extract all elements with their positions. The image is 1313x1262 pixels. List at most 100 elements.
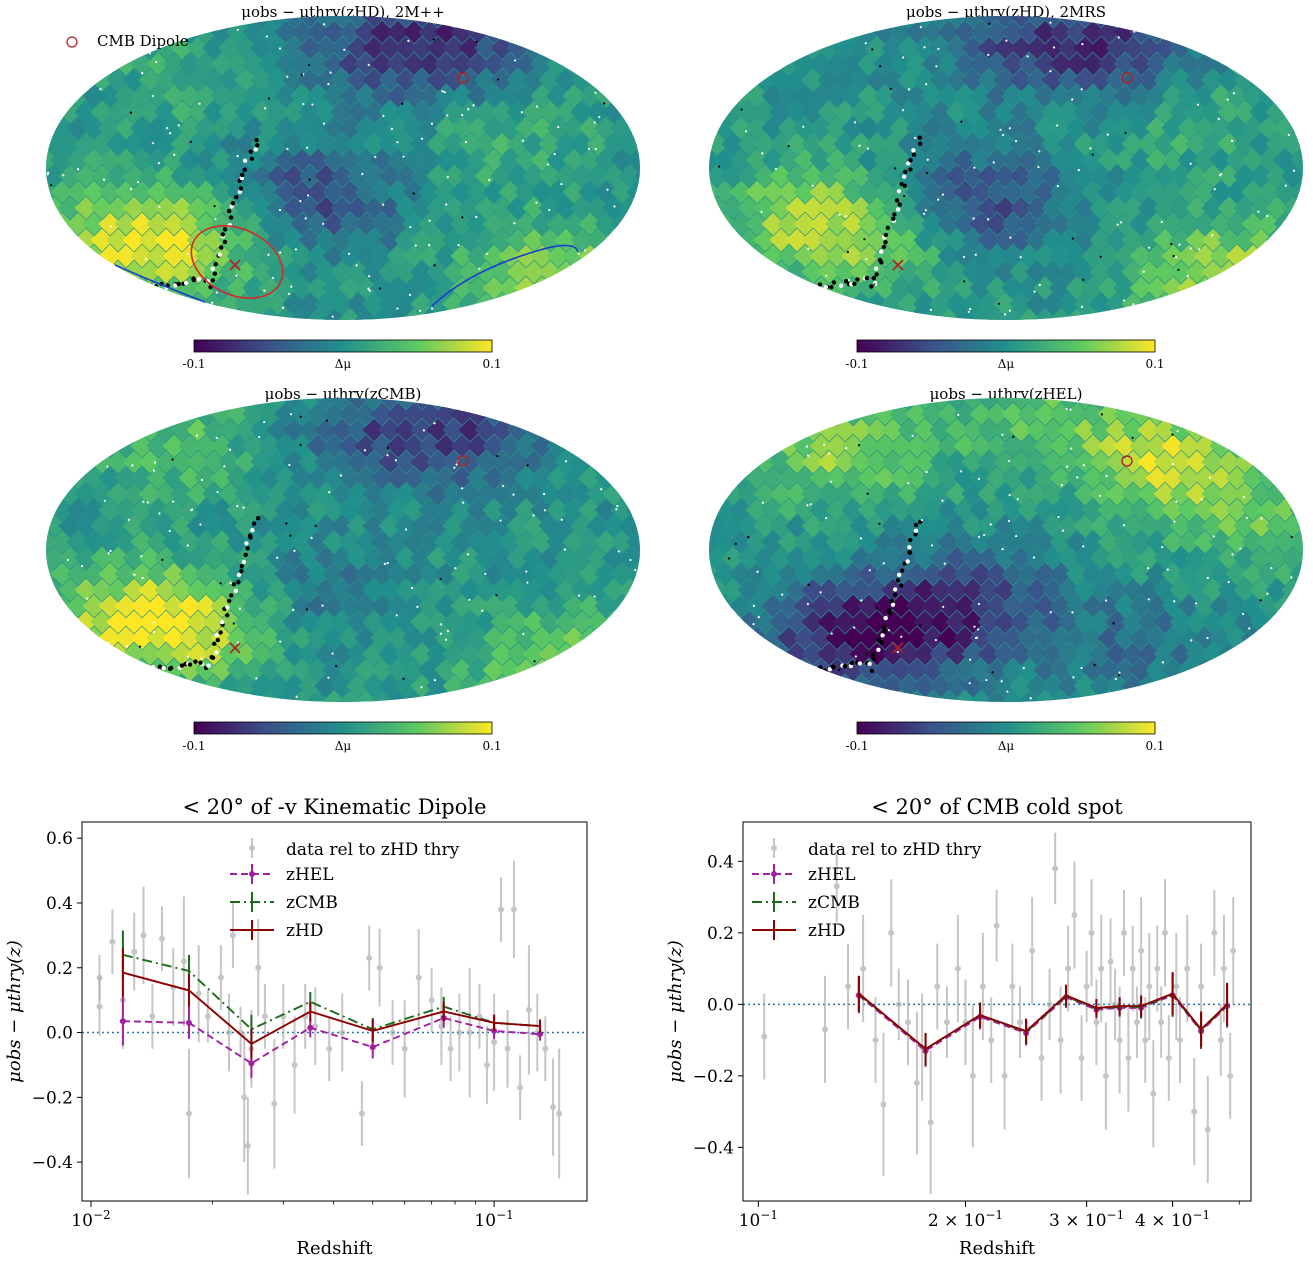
kinematic-dipole-x-marker — [892, 642, 904, 654]
data-point — [1227, 1032, 1234, 1119]
data-point — [229, 902, 236, 968]
sky-map-panel: μobs − μthry(zCMB) -0.1 0.1 Δμ — [46, 385, 640, 753]
y-axis-label: μobs − μthry(z) — [665, 940, 686, 1083]
blue-contour — [114, 264, 206, 303]
data-point — [149, 983, 156, 1049]
y-tick-label: −0.2 — [693, 1067, 734, 1087]
x-tick-label: 10−2 — [71, 1208, 110, 1231]
data-point — [1173, 932, 1180, 1041]
data-point — [428, 967, 435, 1033]
data-point — [401, 1000, 408, 1098]
data-point — [1142, 997, 1149, 1084]
cmb-dipole-marker — [457, 72, 469, 84]
legend-zhd-label: zHD — [808, 921, 845, 941]
data-point — [1138, 897, 1145, 1005]
data-point — [1204, 1075, 1211, 1184]
x-axis-label: Redshift — [959, 1238, 1036, 1259]
sky-map-panel: μobs − μthry(zHD), 2M++ CMB Dipole -0.1 0.1… — [46, 3, 640, 371]
data-point — [244, 1097, 251, 1195]
data-point — [1121, 889, 1128, 976]
data-point — [1088, 879, 1095, 987]
sky-map-panel: μobs − μthry(zHEL) -0.1 0.1 Δμ — [709, 385, 1303, 753]
legend-zcmb-label: zCMB — [808, 893, 860, 913]
series-point — [119, 996, 126, 1046]
sky-map-title: μobs − μthry(zCMB) — [265, 385, 422, 403]
chart-panel: 0.4 0.2 0.0 −0.2 −0.4 10−1 2 × 10−1 3 × 10−1 4 ×… — [665, 795, 1252, 1259]
colorbar-max-label: 0.1 — [482, 739, 501, 753]
data-point — [1191, 1057, 1198, 1166]
data-point — [542, 1016, 549, 1082]
data-point — [1078, 1015, 1085, 1101]
data-point — [415, 928, 422, 1027]
sky-map-title: μobs − μthry(zHD), 2M++ — [241, 3, 445, 21]
colorbar-max-label: 0.1 — [1145, 357, 1164, 371]
data-point — [1217, 1004, 1224, 1076]
data-point — [943, 986, 950, 1058]
data-point — [1093, 979, 1100, 1066]
data-point — [550, 1058, 557, 1156]
kinematic-dipole-x-marker — [229, 259, 241, 271]
legend-zhd-label: zHD — [286, 921, 323, 941]
data-point — [195, 945, 202, 1043]
data-point — [476, 983, 483, 1049]
legend-zhd-marker — [752, 920, 796, 940]
data-point — [525, 945, 532, 1075]
data-point — [291, 1016, 298, 1114]
data-point — [131, 912, 138, 991]
mollweide-map — [709, 398, 1303, 702]
x-tick-label: 10−1 — [739, 1208, 778, 1231]
colorbar — [856, 339, 1156, 353]
data-point — [993, 889, 1000, 962]
data-point — [1165, 1015, 1172, 1101]
data-point — [312, 987, 319, 1065]
cold-spot-circle — [190, 225, 284, 299]
data-point — [204, 990, 211, 1043]
data-point — [1052, 832, 1059, 905]
chart-panel: 0.6 0.4 0.2 0.0 −0.2 −0.4 10−2 10−1 < 20° of -v … — [4, 795, 588, 1259]
colorbar — [856, 721, 1156, 735]
data-point — [109, 909, 116, 975]
data-point — [1230, 897, 1237, 1005]
data-point — [466, 967, 473, 1098]
chart-layer: 0.6 0.4 0.2 0.0 −0.2 −0.4 10−2 10−1 < 20° of -v … — [4, 795, 1252, 1259]
data-point — [1029, 897, 1036, 1005]
legend: data rel to zHD thry zHEL zCMB zHD — [752, 838, 982, 941]
chart-title: < 20° of -v Kinematic Dipole — [182, 795, 486, 819]
data-point — [261, 983, 268, 1049]
data-point — [510, 860, 517, 959]
legend-zhel-marker — [230, 864, 274, 884]
data-point — [241, 1032, 248, 1163]
data-point — [1038, 1015, 1045, 1101]
data-point — [880, 1032, 887, 1176]
data-point — [96, 977, 103, 1036]
x-tick-label: 4 × 10−1 — [1135, 1208, 1210, 1231]
mollweide-map — [46, 16, 640, 320]
legend-cmb-dipole-label: CMB Dipole — [97, 32, 189, 50]
data-point — [833, 850, 840, 923]
series-line — [122, 971, 541, 1046]
data-point — [1125, 1004, 1132, 1112]
data-point — [517, 1055, 524, 1121]
data-point — [140, 886, 147, 984]
data-point — [895, 968, 902, 1041]
series-zhd — [121, 948, 542, 1059]
colorbar-label: Δμ — [335, 357, 352, 371]
y-tick-label: −0.4 — [32, 1153, 73, 1173]
kinematic-dipole-x-marker — [229, 642, 241, 654]
data-point — [1154, 925, 1161, 1012]
y-tick-label: 0.0 — [707, 995, 734, 1015]
colorbar-max-label: 0.1 — [1145, 739, 1164, 753]
data-point — [1133, 986, 1140, 1058]
y-tick-label: 0.6 — [46, 829, 73, 849]
legend-data-marker — [249, 838, 255, 858]
y-tick-label: 0.2 — [46, 959, 73, 979]
series-point — [185, 1006, 192, 1040]
data-point — [1112, 968, 1119, 1041]
colorbar-label: Δμ — [998, 739, 1015, 753]
data-point — [217, 945, 224, 1010]
data-point — [185, 1048, 192, 1179]
data-point — [497, 877, 504, 942]
data-point — [761, 993, 768, 1080]
data-point — [226, 993, 233, 1072]
axes-frame — [81, 821, 588, 1202]
